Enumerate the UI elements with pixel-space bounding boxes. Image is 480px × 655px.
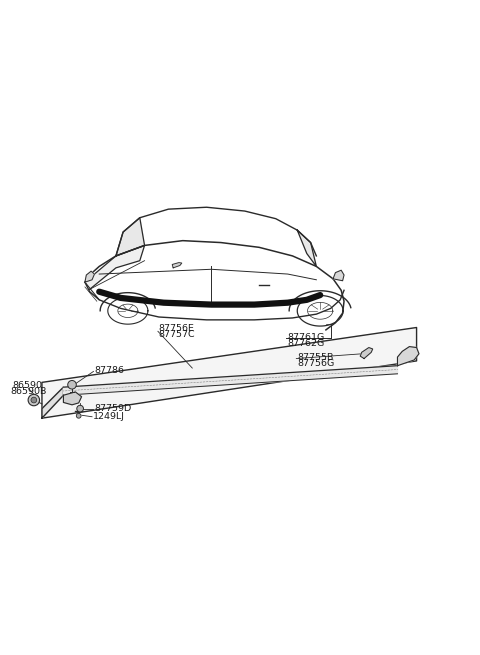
Circle shape — [31, 397, 36, 403]
Text: 86590: 86590 — [12, 381, 42, 390]
Text: 87762G: 87762G — [288, 339, 325, 348]
Circle shape — [77, 405, 84, 412]
Text: 87761G: 87761G — [288, 333, 325, 341]
Polygon shape — [42, 328, 417, 418]
Polygon shape — [85, 271, 95, 282]
Polygon shape — [42, 387, 63, 418]
Polygon shape — [85, 246, 144, 290]
Text: 86590B: 86590B — [10, 387, 47, 396]
Text: 87756E: 87756E — [159, 324, 195, 333]
Polygon shape — [333, 271, 344, 281]
Circle shape — [68, 381, 76, 389]
Polygon shape — [116, 217, 144, 256]
Polygon shape — [172, 263, 182, 268]
Text: 87759D: 87759D — [95, 404, 132, 413]
Polygon shape — [297, 230, 316, 267]
Text: 87755B: 87755B — [297, 352, 334, 362]
Text: 1249LJ: 1249LJ — [93, 412, 125, 421]
Circle shape — [28, 394, 39, 405]
Text: 87757C: 87757C — [159, 330, 195, 339]
Text: 87756G: 87756G — [297, 359, 335, 368]
Polygon shape — [397, 346, 419, 365]
Polygon shape — [63, 392, 82, 405]
Circle shape — [76, 413, 81, 418]
Polygon shape — [63, 365, 397, 395]
Polygon shape — [360, 348, 372, 358]
Text: 87786: 87786 — [95, 366, 124, 375]
